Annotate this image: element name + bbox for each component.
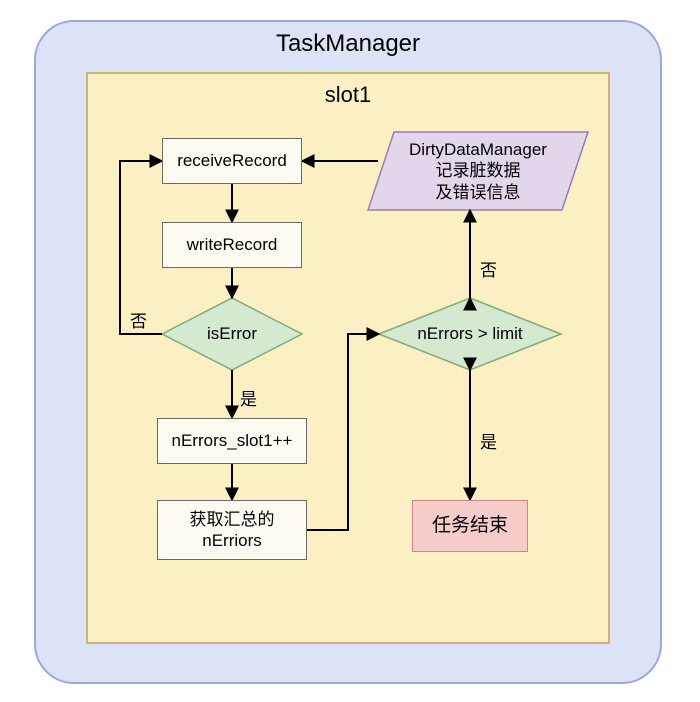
slot1-title: slot1	[86, 82, 610, 108]
node-dirty-data-manager-label: DirtyDataManager 记录脏数据 及错误信息	[368, 132, 588, 210]
node-nerrors-limit-label: nErrors > limit	[379, 298, 561, 370]
node-nerrors-inc: nErrors_slot1++	[157, 418, 307, 464]
node-get-errors: 获取汇总的 nErriors	[157, 500, 307, 560]
taskmanager-title: TaskManager	[34, 30, 662, 58]
edge-label-e4: 是	[240, 385, 257, 410]
node-is-error-label: isError	[162, 298, 302, 370]
edge-label-e3: 否	[130, 307, 147, 332]
node-write-record: writeRecord	[162, 222, 302, 268]
node-receive-record: receiveRecord	[162, 138, 302, 184]
node-task-end: 任务结束	[412, 500, 528, 552]
edge-label-e7: 否	[480, 256, 497, 281]
edge-label-e9: 是	[480, 428, 497, 453]
